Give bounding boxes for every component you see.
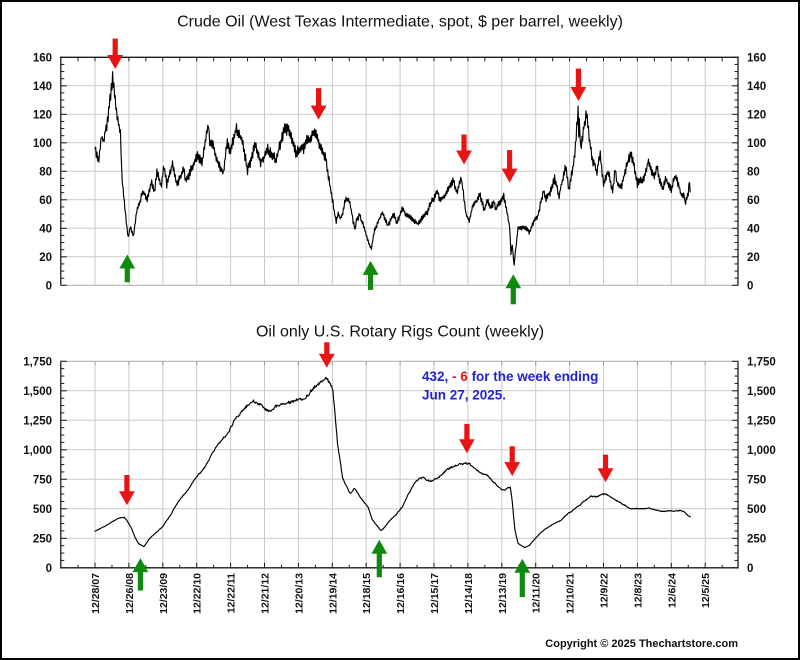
x-tick-label: 12/11/20 [531, 573, 543, 613]
x-tick-label: 12/28/07 [90, 573, 102, 614]
x-tick-label: 12/22/11 [226, 573, 238, 613]
x-tick-label: 12/9/22 [599, 573, 611, 608]
x-tick-label: 12/19/14 [327, 573, 339, 614]
oil-rigs-bottom-axis-ticks [77, 562, 723, 568]
crude-oil-horizontal-gridlines [60, 85, 738, 258]
y-tick-label-right: 250 [747, 533, 766, 545]
annotation-value: 432, [422, 369, 452, 384]
x-tick-label: 12/23/09 [158, 573, 170, 614]
crude-oil-y-labels: 0 0 20 20 40 40 60 60 80 80 100 100 120 120 140 140 160 1… [33, 52, 766, 292]
y-tick-label-right: 1,500 [747, 386, 776, 398]
trough-arrow-up [119, 254, 136, 283]
annotation-text: for the week ending [472, 369, 599, 384]
y-tick-label-left: 500 [33, 504, 52, 516]
y-tick-label-right: 140 [747, 81, 766, 93]
y-tick-label-right: 750 [747, 474, 766, 486]
y-tick-label-left: 0 [46, 563, 52, 575]
latest-reading-annotation-line2: Jun 27, 2025. [422, 388, 506, 403]
y-tick-label-right: 1,250 [747, 415, 776, 427]
oil-rigs-top-edge-ticks [94, 361, 706, 366]
x-tick-label: 12/8/23 [632, 573, 644, 608]
y-tick-label-right: 500 [747, 504, 766, 516]
latest-reading-annotation-line1: 432, - 6 for the week ending [422, 369, 598, 384]
y-tick-label-right: 1,750 [747, 356, 776, 368]
y-tick-label-left: 160 [33, 52, 52, 64]
y-tick-label-right: 60 [747, 195, 760, 207]
crude-oil-y-ticks [60, 56, 738, 286]
x-tick-label: 12/14/18 [463, 573, 475, 614]
peak-arrow-down [119, 475, 135, 506]
peak-arrow-down [570, 68, 587, 101]
gridlines-layer [60, 57, 738, 568]
peak-arrow-down [504, 446, 521, 477]
y-tick-label-left: 120 [33, 109, 52, 121]
y-tick-label-right: 20 [747, 252, 760, 264]
crude-oil-series-line [94, 71, 691, 266]
x-axis-date-labels: 12/28/07 12/26/08 12/23/09 12/22/10 12/22/11… [90, 573, 712, 614]
y-tick-label-left: 1,750 [23, 356, 52, 368]
peak-arrow-down [318, 342, 335, 368]
y-tick-label-right: 100 [747, 138, 766, 150]
y-tick-label-left: 0 [46, 280, 52, 292]
y-tick-label-right: 0 [747, 280, 753, 292]
copyright-notice: Copyright © 2025 Thechartstore.com [545, 638, 738, 650]
x-tick-label: 12/5/25 [700, 573, 712, 608]
y-tick-label-left: 80 [39, 166, 52, 178]
y-tick-label-left: 750 [33, 474, 52, 486]
peak-trough-arrows-layer [107, 38, 614, 598]
trough-arrow-up [362, 260, 379, 290]
oil-rigs-y-ticks [60, 360, 738, 569]
annotation-weekly-change: - 6 [452, 369, 468, 384]
oil-rigs-series-line [94, 376, 691, 549]
y-tick-label-left: 40 [39, 223, 52, 235]
y-tick-label-right: 80 [747, 166, 760, 178]
y-tick-label-left: 60 [39, 195, 52, 207]
y-tick-label-right: 40 [747, 223, 760, 235]
top-chart-title: Crude Oil (West Texas Intermediate, spot… [177, 14, 623, 31]
x-tick-label: 12/13/19 [497, 573, 509, 614]
x-tick-label: 12/10/21 [565, 573, 577, 614]
peak-arrow-down [597, 454, 614, 483]
x-tick-label: 12/6/24 [666, 573, 678, 608]
x-tick-label: 12/16/16 [395, 573, 407, 614]
peak-arrow-down [459, 423, 475, 454]
oil-rigs-vertical-gridlines [94, 361, 706, 568]
y-tick-label-right: 1,000 [747, 445, 776, 457]
y-tick-label-right: 0 [747, 563, 753, 575]
axes-layer [60, 56, 739, 569]
peak-arrow-down [107, 38, 124, 69]
crude-oil-top-edge-ticks [77, 57, 723, 62]
y-tick-label-left: 1,250 [23, 415, 52, 427]
y-tick-label-left: 1,500 [23, 386, 52, 398]
oil-rigs-y-labels: 0 0 250 250 500 500 750 750 1,000 1,000 1,250 1,250… [23, 356, 776, 575]
bottom-chart-title: Oil only U.S. Rotary Rigs Count (weekly) [256, 324, 544, 341]
peak-arrow-down [501, 150, 518, 183]
x-tick-label: 12/15/17 [429, 573, 441, 614]
y-tick-label-left: 250 [33, 533, 52, 545]
trough-arrow-up [505, 274, 522, 305]
peak-arrow-down [456, 134, 472, 165]
x-tick-label: 12/20/13 [293, 573, 305, 614]
y-tick-label-left: 1,000 [23, 445, 52, 457]
y-tick-label-left: 20 [39, 252, 52, 264]
trough-arrow-up [371, 539, 388, 578]
x-tick-label: 12/26/08 [124, 573, 136, 614]
x-tick-label: 12/18/15 [361, 573, 373, 614]
trough-arrow-up [514, 558, 531, 598]
data-series-layer [94, 71, 691, 549]
x-tick-label: 12/22/10 [192, 573, 204, 614]
trough-arrow-up [132, 558, 149, 591]
y-tick-label-right: 160 [747, 52, 766, 64]
y-tick-label-left: 100 [33, 138, 52, 150]
peak-arrow-down [310, 88, 327, 120]
y-tick-label-right: 120 [747, 109, 766, 121]
y-tick-label-left: 140 [33, 81, 52, 93]
x-tick-label: 12/21/12 [260, 573, 272, 614]
tick-labels-layer: 0 0 20 20 40 40 60 60 80 80 100 100 120 120 140 140 160 1… [23, 52, 776, 613]
